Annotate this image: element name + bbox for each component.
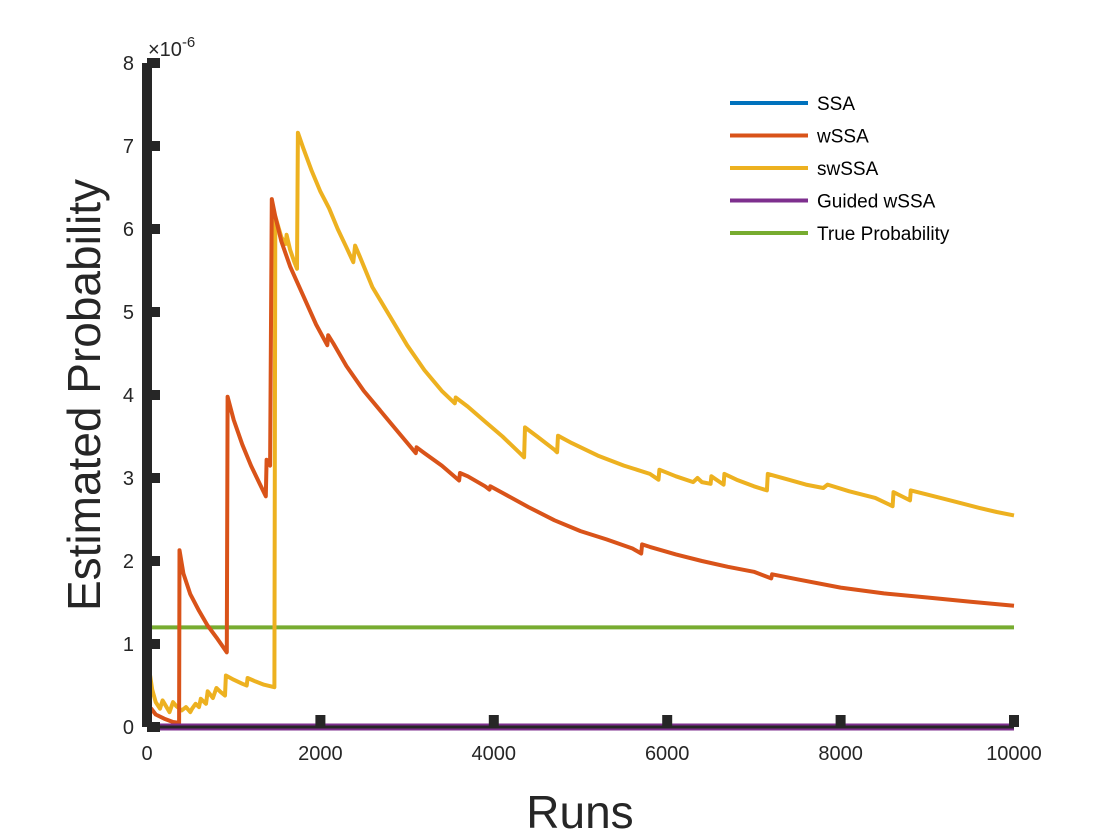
y-tick-label: 2: [123, 551, 134, 573]
x-tick-mark: [835, 715, 846, 727]
y-tick-mark: [147, 141, 160, 151]
y-tick-label: 7: [123, 136, 134, 158]
x-tick-mark: [488, 715, 499, 727]
x-tick-label: 10000: [986, 743, 1042, 765]
y-axis-exponent-base: ×10: [148, 39, 182, 61]
y-tick-mark: [147, 224, 160, 234]
x-tick-label: 2000: [298, 743, 343, 765]
series-line-wssa: [145, 197, 1015, 725]
y-tick-label: 3: [123, 468, 134, 490]
legend-label-swssa: swSSA: [817, 159, 879, 180]
legend-label-true-probability: True Probability: [817, 224, 950, 245]
x-tick-label: 6000: [645, 743, 690, 765]
y-tick-mark: [147, 307, 160, 317]
y-tick-mark: [147, 390, 160, 400]
y-tick-mark: [147, 639, 160, 649]
x-tick-mark: [662, 715, 673, 727]
y-tick-label: 5: [123, 302, 134, 324]
x-axis-title: Runs: [526, 786, 633, 838]
tick-layer: 0 2000 4000 6000 8000 10000 0 1 2 3 4 5 6 7 8: [123, 53, 1042, 765]
y-axis-exponent-power: -6: [182, 34, 195, 51]
legend: SSA wSSA swSSA Guided wSSA True Probability: [730, 94, 950, 245]
series-layer: [145, 130, 1015, 731]
legend-label-ssa: SSA: [817, 94, 855, 115]
y-axis-exponent-label: ×10-6: [148, 34, 195, 61]
y-tick-mark: [147, 722, 160, 732]
y-tick-label: 8: [123, 53, 134, 75]
y-tick-label: 6: [123, 219, 134, 241]
y-tick-mark: [147, 556, 160, 566]
x-tick-label: 8000: [818, 743, 863, 765]
y-tick-label: 1: [123, 634, 134, 656]
plot-area: 0 2000 4000 6000 8000 10000 0 1 2 3 4 5 6 7 8: [123, 53, 1042, 765]
x-tick-label: 4000: [472, 743, 517, 765]
legend-label-wssa: wSSA: [816, 127, 869, 148]
y-tick-label: 0: [123, 717, 134, 739]
x-tick-mark: [1009, 715, 1019, 727]
legend-label-guided-wssa: Guided wSSA: [817, 192, 936, 213]
y-tick-mark: [147, 58, 160, 68]
y-tick-label: 4: [123, 385, 134, 407]
series-line-swssa: [145, 130, 1015, 719]
y-tick-mark: [147, 473, 160, 483]
x-tick-label: 0: [141, 743, 152, 765]
y-axis-title: Estimated Probability: [58, 179, 110, 611]
x-tick-mark: [315, 715, 326, 727]
